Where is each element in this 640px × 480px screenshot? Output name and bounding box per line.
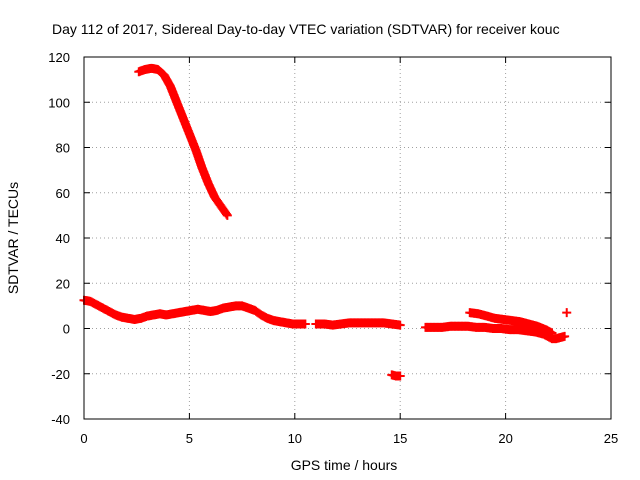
x-tick-label: 10: [288, 431, 302, 446]
y-tick-label: 80: [56, 141, 70, 156]
data-point-marker: [560, 331, 570, 341]
series-late-point: [562, 308, 572, 318]
x-axis-label: GPS time / hours: [291, 457, 398, 473]
series-evening-upper-arc: [465, 308, 557, 338]
data-point-marker: [222, 210, 232, 220]
axis-ticks: 0 5 10 15 20 25 -40 -20 0 20 40 60 80 100 120: [48, 50, 618, 446]
y-tick-label: 40: [56, 231, 70, 246]
plot-area: [79, 63, 572, 381]
x-tick-label: 0: [80, 431, 87, 446]
series-midday-segment: [311, 318, 405, 330]
x-tick-label: 5: [186, 431, 193, 446]
data-point-marker: [300, 319, 310, 329]
y-tick-label: -20: [51, 367, 70, 382]
series-sat-high-arc: [134, 63, 232, 220]
plot-frame: [83, 56, 612, 420]
data-point-marker: [395, 320, 405, 330]
y-tick-label: 0: [63, 322, 70, 337]
data-point-marker: [395, 371, 405, 381]
x-tick-label: 20: [498, 431, 512, 446]
series-main-track: [79, 295, 310, 329]
grid: [84, 57, 611, 419]
series-evening-segment: [420, 321, 570, 344]
chart-title: Day 112 of 2017, Sidereal Day-to-day VTE…: [52, 21, 560, 37]
x-tick-label: 15: [393, 431, 407, 446]
y-tick-label: 100: [48, 95, 70, 110]
data-point-marker: [562, 308, 572, 318]
y-tick-label: 120: [48, 50, 70, 65]
y-tick-label: 60: [56, 186, 70, 201]
series-low-outlier: [387, 370, 405, 381]
y-tick-label: -40: [51, 412, 70, 427]
data-point-marker: [547, 328, 557, 338]
y-tick-label: 20: [56, 276, 70, 291]
y-axis-label: SDTVAR / TECUs: [5, 182, 21, 294]
x-tick-label: 25: [604, 431, 618, 446]
